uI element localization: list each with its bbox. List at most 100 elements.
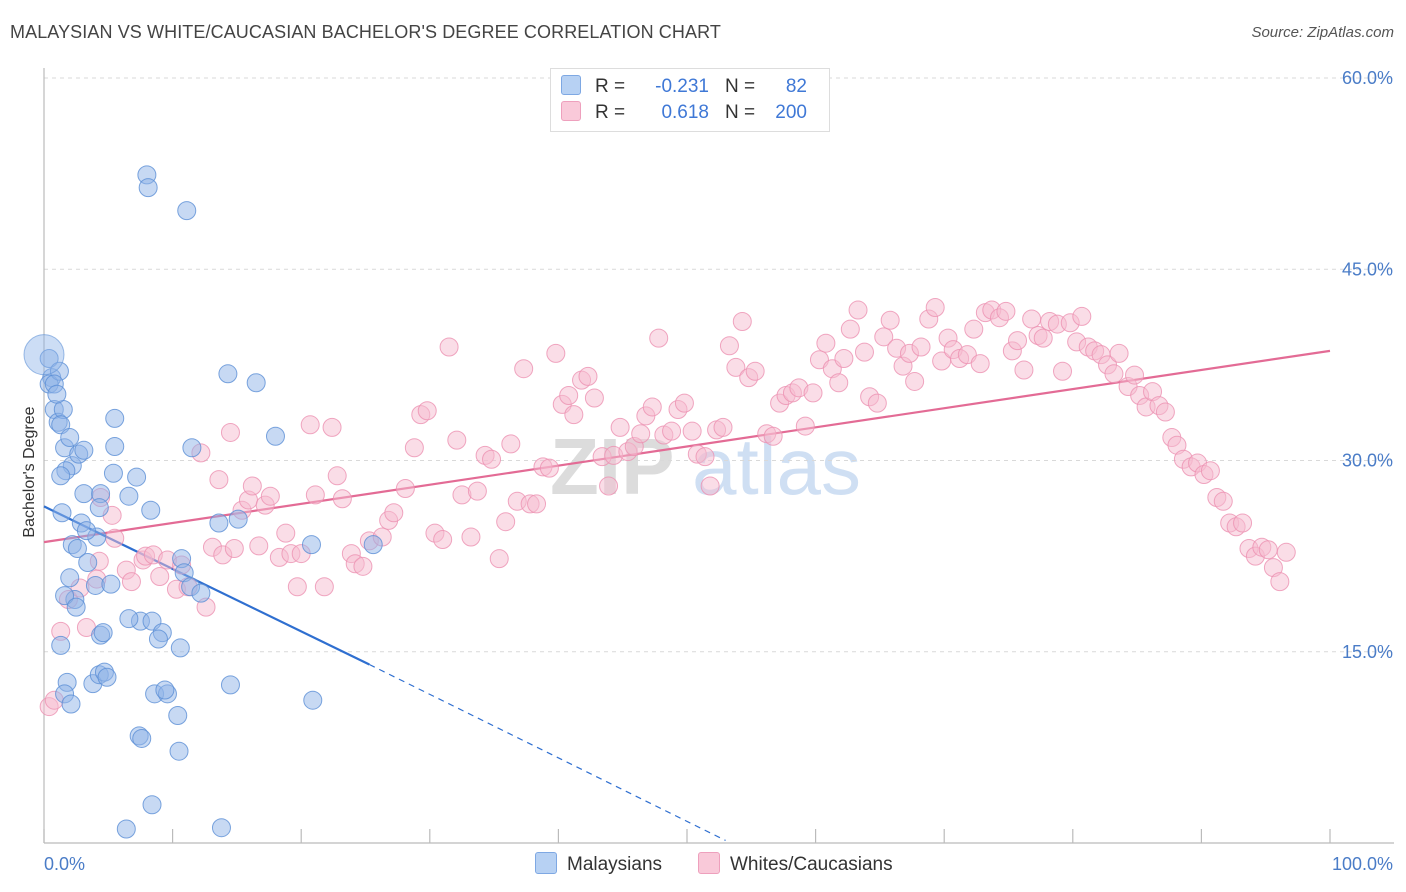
white-point <box>925 298 945 317</box>
white-point <box>1233 513 1253 533</box>
white-point <box>327 466 347 486</box>
series-legend: Malaysians Whites/Caucasians <box>0 852 1406 878</box>
white-point <box>1258 540 1278 560</box>
correlation-legend: R = -0.231 N = 82 R = 0.618 N = 200 <box>550 68 830 132</box>
malaysian-point <box>301 535 321 555</box>
white-point <box>732 312 752 332</box>
white-point <box>840 319 860 339</box>
white-point <box>1033 328 1053 348</box>
white-point <box>1022 309 1042 329</box>
series-label-whites: Whites/Caucasians <box>730 854 893 875</box>
white-point <box>1200 461 1220 481</box>
white-point <box>501 434 521 454</box>
white-point <box>700 476 720 496</box>
legend-swatch-malaysians <box>561 75 581 95</box>
malaysian-point <box>155 680 175 700</box>
tick-labels: 15.0% 30.0% 45.0% 60.0% 0.0% 100.0% <box>44 68 1393 874</box>
white-point <box>874 327 894 347</box>
malaysian-point <box>177 201 197 221</box>
legend-swatch-whites <box>561 101 581 121</box>
legend-n-label: N = <box>725 76 756 97</box>
malaysian-point <box>76 521 96 541</box>
white-point <box>514 359 534 379</box>
malaysian-point <box>61 694 81 714</box>
series-swatch-malaysians <box>535 852 557 874</box>
white-point <box>564 405 584 425</box>
malaysian-point <box>103 463 123 483</box>
white-point <box>695 447 715 467</box>
malaysian-point <box>191 583 211 603</box>
white-point <box>1053 361 1073 381</box>
white-point <box>546 343 566 363</box>
series-legend-malaysians[interactable]: Malaysians <box>535 852 662 876</box>
white-point <box>433 530 453 550</box>
watermark-zip: ZIP <box>550 422 674 511</box>
y-tick-label: 30.0% <box>1342 451 1393 471</box>
white-point <box>610 417 630 437</box>
white-point <box>816 333 836 353</box>
malaysian-point <box>55 586 75 606</box>
white-point <box>642 397 662 417</box>
malaysian-point-large <box>23 334 65 376</box>
white-point <box>276 523 296 543</box>
y-tick-label: 60.0% <box>1342 68 1393 88</box>
malaysian-point <box>93 623 113 643</box>
white-point <box>300 415 320 435</box>
malaysian-point <box>228 509 248 529</box>
malaysian-point <box>142 795 162 815</box>
white-point <box>662 421 682 441</box>
white-point <box>489 549 509 569</box>
white-point <box>395 479 415 499</box>
data-points <box>23 165 1296 839</box>
white-point <box>970 354 990 374</box>
malaysian-point <box>132 728 152 748</box>
white-point <box>384 503 404 523</box>
white-point <box>353 556 373 576</box>
malaysian-point <box>74 440 94 460</box>
white-point <box>631 424 651 444</box>
trendline-malaysians-extension <box>369 663 726 841</box>
malaysian-point <box>60 568 80 588</box>
malaysian-point <box>51 635 71 655</box>
malaysian-point <box>101 574 121 594</box>
white-point <box>287 577 307 597</box>
malaysian-point <box>66 597 86 617</box>
white-point <box>964 319 984 339</box>
white-point <box>314 577 334 597</box>
malaysian-point <box>127 467 147 487</box>
white-point <box>649 328 669 348</box>
malaysian-point <box>265 426 285 446</box>
x-tick-label: 100.0% <box>1332 854 1393 874</box>
white-point <box>880 310 900 330</box>
legend-n-value: 82 <box>785 76 807 97</box>
malaysian-point <box>52 503 72 523</box>
malaysian-point <box>67 538 87 558</box>
white-point <box>848 300 868 320</box>
white-point <box>713 417 733 437</box>
malaysian-point <box>363 535 383 555</box>
legend-row-malaysians: R = -0.231 N = 82 <box>561 75 807 101</box>
malaysian-point <box>168 706 188 725</box>
malaysian-point <box>303 690 323 710</box>
malaysian-point <box>47 384 67 404</box>
white-point <box>1155 402 1175 422</box>
white-point <box>447 430 467 450</box>
series-legend-whites[interactable]: Whites/Caucasians <box>698 852 893 876</box>
y-tick-label: 45.0% <box>1342 259 1393 279</box>
malaysian-point <box>74 484 94 504</box>
malaysian-point <box>211 818 231 838</box>
gridlines <box>44 77 1394 653</box>
malaysian-point <box>78 553 98 572</box>
white-point <box>439 337 459 357</box>
malaysian-point <box>119 486 139 506</box>
white-point <box>599 476 619 496</box>
white-point <box>745 361 765 381</box>
white-point <box>105 528 125 548</box>
white-point <box>1270 572 1290 592</box>
malaysian-point <box>105 408 125 428</box>
malaysian-point <box>148 629 168 649</box>
source-label: Source: ZipAtlas.com <box>1251 24 1394 41</box>
malaysian-point <box>105 436 125 456</box>
malaysian-point <box>60 428 80 448</box>
